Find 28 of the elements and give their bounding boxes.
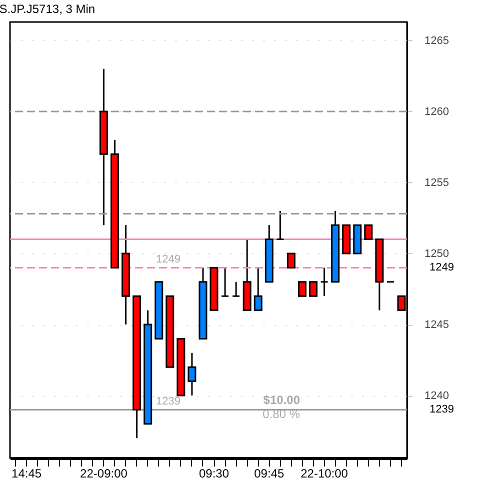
y-tick-label: 1245 xyxy=(424,319,449,331)
y-tick-label: 1255 xyxy=(424,176,449,189)
annotation: 0.80 % xyxy=(262,407,300,421)
candlestick xyxy=(254,266,262,312)
candlestick xyxy=(286,252,296,268)
candlestick xyxy=(298,281,306,297)
annotation: $10.00 xyxy=(263,393,300,407)
candlestick xyxy=(232,281,240,297)
candlestick xyxy=(276,210,284,240)
candlestick xyxy=(309,281,318,297)
x-tick-label: 09:30 xyxy=(199,466,230,480)
x-tick-label: 22-09:00 xyxy=(80,466,128,480)
y-tick-label: 1260 xyxy=(424,106,449,118)
x-tick-label: 22-10:00 xyxy=(300,466,348,480)
chart-title: S.JP.J5713, 3 Min xyxy=(0,2,96,16)
ref-line-label: 1249 xyxy=(156,254,180,266)
candlestick xyxy=(320,266,329,297)
x-tick-label: 14:45 xyxy=(12,466,42,480)
candlestick xyxy=(188,352,196,396)
ref-line-label: 1239 xyxy=(156,396,180,408)
text: 1249 xyxy=(430,262,454,274)
x-tick-label: 09:45 xyxy=(254,466,284,480)
text: 1239 xyxy=(430,404,454,416)
y-tick-label: 1250 xyxy=(424,248,449,260)
candlestick xyxy=(220,266,230,297)
y-tick-label: 1265 xyxy=(424,34,449,47)
y-tick-label: 1240 xyxy=(424,390,449,402)
candlestick xyxy=(364,224,373,240)
